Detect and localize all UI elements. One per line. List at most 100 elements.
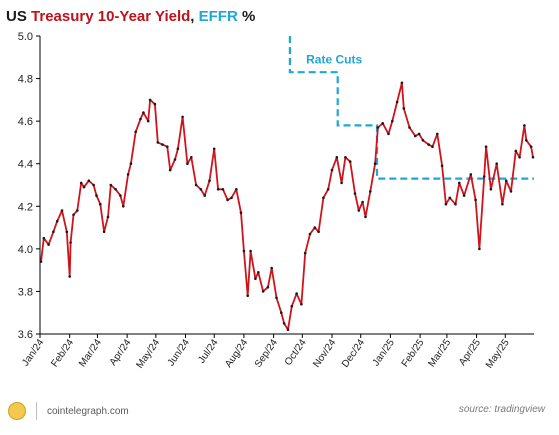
title-part-percent: % (237, 8, 256, 25)
x-tick-label: Jan/24 (20, 337, 46, 368)
yield-data-point (235, 188, 238, 191)
yield-data-point (199, 188, 203, 191)
x-tick-label: Oct/24 (283, 337, 309, 368)
effr-series-line (288, 36, 534, 180)
yield-data-point (373, 162, 377, 165)
yield-data-point (431, 145, 434, 148)
yield-data-point (257, 271, 260, 274)
yield-data-point (282, 322, 286, 325)
yield-data-point (156, 141, 160, 144)
yield-data-point (417, 132, 421, 136)
y-tick-label: 4.4 (18, 159, 33, 171)
yield-data-point (119, 194, 122, 197)
yield-data-point (290, 305, 294, 308)
yield-data-point (249, 249, 252, 253)
yield-data-point (326, 188, 330, 191)
yield-data-point (436, 132, 439, 136)
y-tick-label: 5.0 (18, 31, 33, 43)
yield-data-point (68, 275, 71, 278)
yield-data-point (525, 139, 528, 142)
x-tick-label: Feb/25 (400, 337, 427, 369)
yield-data-point (357, 209, 361, 212)
yield-data-point (92, 183, 95, 187)
yield-data-point (142, 111, 145, 114)
yield-data-point (454, 202, 457, 206)
yield-data-point (322, 196, 325, 200)
x-tick-label: Aug/24 (223, 337, 250, 370)
yield-data-point (216, 188, 220, 191)
x-tick-label: Apr/25 (457, 337, 483, 368)
yield-data-point (126, 173, 130, 176)
yield-data-point (489, 188, 493, 191)
yield-data-point (482, 175, 486, 178)
yield-data-point (462, 194, 466, 197)
yield-data-point (153, 102, 157, 106)
yield-data-point (181, 115, 184, 119)
yield-data-point (340, 181, 343, 185)
x-tick-label: Mar/24 (77, 337, 104, 369)
yield-data-point (369, 190, 372, 193)
yield-data-point (270, 266, 274, 270)
yield-data-point (55, 219, 59, 223)
yield-data-point (348, 160, 352, 163)
yield-data-point (353, 192, 357, 195)
yield-data-point (335, 156, 339, 159)
title-part-comma: , (190, 8, 199, 25)
x-tick-label: Apr/24 (108, 337, 134, 368)
rate-cuts-annotation: Rate Cuts (306, 53, 362, 67)
x-tick-label: May/25 (484, 337, 512, 371)
yield-data-point (161, 143, 164, 146)
yield-data-point (300, 302, 303, 306)
yield-data-point (95, 194, 98, 197)
yield-data-point (523, 124, 526, 127)
yield-data-point (504, 179, 508, 182)
coin-logo-icon (8, 402, 26, 420)
yield-data-point (99, 202, 102, 206)
yield-data-point (166, 145, 169, 148)
yield-data-point (501, 202, 504, 206)
x-tick-label: Feb/24 (49, 337, 76, 369)
footer-divider (36, 402, 37, 420)
yield-data-point (381, 122, 385, 125)
yield-data-point (529, 145, 533, 148)
yield-data-point (230, 196, 233, 200)
yield-data-point (391, 119, 394, 123)
y-tick-label: 3.8 (18, 286, 33, 298)
yield-data-point (308, 232, 312, 236)
yield-data-point (421, 139, 425, 142)
yield-data-point (42, 236, 46, 240)
chart-title: US Treasury 10-Year Yield, EFFR % (6, 8, 255, 25)
yield-data-point (194, 183, 198, 187)
yield-data-point (52, 230, 55, 234)
x-tick-label: Nov/24 (311, 337, 338, 370)
yield-data-point (402, 107, 406, 110)
yield-data-point (129, 162, 133, 165)
yield-data-point (440, 164, 444, 168)
yield-data-point (239, 211, 243, 214)
yield-data-point (148, 98, 152, 102)
yield-data-point (280, 311, 283, 315)
yield-data-point (79, 181, 83, 185)
yield-data-point (361, 200, 364, 204)
yield-data-point (109, 183, 113, 187)
yield-data-point (168, 168, 172, 172)
yield-data-point (60, 209, 64, 212)
yield-data-point (484, 145, 488, 148)
yield-data-point (474, 198, 477, 202)
y-tick-label: 4.2 (18, 201, 33, 213)
yield-data-point (176, 147, 180, 151)
brand-link[interactable]: cointelegraph.com (47, 405, 129, 417)
y-tick-label: 4.0 (18, 244, 33, 256)
yield-data-point (387, 132, 390, 136)
y-tick-label: 4.8 (18, 74, 33, 86)
yield-data-point (266, 285, 270, 289)
yield-data-point (190, 156, 193, 159)
yield-data-point (448, 196, 452, 200)
yield-data-point (275, 296, 278, 300)
x-tick-label: Jan/25 (371, 337, 397, 368)
yield-data-point (261, 290, 265, 293)
x-tick-label: Jun/24 (166, 337, 192, 368)
yield-data-point (65, 230, 69, 234)
yield-data-point (72, 213, 75, 217)
